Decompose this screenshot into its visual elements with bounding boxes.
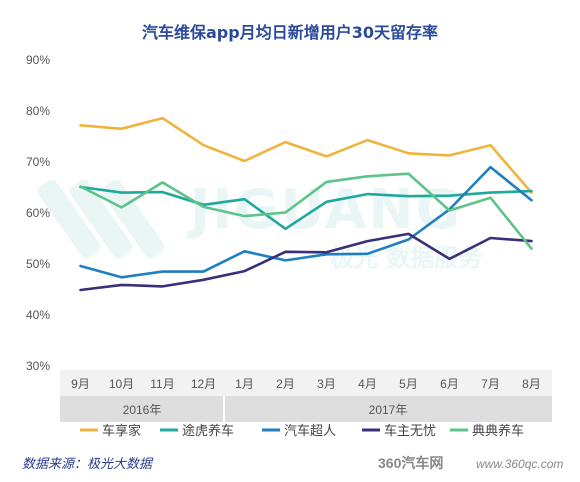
series-lines xyxy=(79,116,533,292)
y-tick-label: 40% xyxy=(26,308,50,322)
legend-label: 车主无忧 xyxy=(384,423,436,438)
y-tick-label: 70% xyxy=(26,155,50,169)
x-axis-band xyxy=(60,370,552,422)
year-label: 2017年 xyxy=(369,403,408,417)
year-label: 2016年 xyxy=(123,403,162,417)
y-tick-label: 80% xyxy=(26,104,50,118)
watermark-logo-icon xyxy=(37,179,165,259)
x-tick-label: 12月 xyxy=(191,377,216,391)
x-axis-year-labels: 2016年 2017年 xyxy=(123,403,408,417)
x-tick-label: 1月 xyxy=(235,377,254,391)
series-line-5 xyxy=(79,172,533,250)
x-axis-months-band xyxy=(60,370,552,396)
source-label: 数据来源：极光大数据 xyxy=(22,456,154,471)
site-logo: 360汽车网 www.360qc.com xyxy=(378,455,563,471)
y-axis-tick-labels: 90% 80% 70% 60% 50% 40% 30% xyxy=(26,53,50,373)
series-line-3 xyxy=(79,165,533,279)
series-line-1 xyxy=(79,116,533,194)
x-tick-label: 4月 xyxy=(358,377,377,391)
series-line-4 xyxy=(79,232,533,292)
y-tick-label: 60% xyxy=(26,206,50,220)
legend-label: 车享家 xyxy=(102,423,141,438)
y-tick-label: 50% xyxy=(26,257,50,271)
x-tick-label: 8月 xyxy=(522,377,541,391)
y-tick-label: 30% xyxy=(26,359,50,373)
x-axis-year-band xyxy=(60,396,552,422)
chart-title: 汽车维保app月均日新增用户30天留存率 xyxy=(142,23,438,42)
jiguang-watermark: JIGUANG 极光 数据服务 xyxy=(37,178,483,272)
site-logo-url: www.360qc.com xyxy=(476,457,563,471)
x-tick-label: 11月 xyxy=(150,377,174,391)
x-tick-label: 10月 xyxy=(109,377,134,391)
legend-label: 汽车超人 xyxy=(284,423,336,438)
legend-label: 典典养车 xyxy=(472,423,524,438)
y-tick-label: 90% xyxy=(26,53,50,67)
x-tick-label: 6月 xyxy=(440,377,459,391)
x-axis-tick-labels: 9月 10月 11月 12月 1月 2月 3月 4月 5月 6月 7月 8月 xyxy=(71,377,541,391)
x-tick-label: 7月 xyxy=(481,377,500,391)
legend: 车享家 途虎养车 汽车超人 车主无忧 典典养车 xyxy=(80,423,524,438)
watermark-brand: JIGUANG xyxy=(186,178,462,241)
x-tick-label: 5月 xyxy=(399,377,418,391)
watermark-slogan: 极光 数据服务 xyxy=(330,244,483,272)
legend-label: 途虎养车 xyxy=(182,423,234,438)
site-logo-text: 360汽车网 xyxy=(378,455,443,471)
series-line-2 xyxy=(79,185,533,231)
x-tick-label: 2月 xyxy=(276,377,295,391)
x-tick-label: 9月 xyxy=(71,377,90,391)
x-tick-label: 3月 xyxy=(317,377,336,391)
